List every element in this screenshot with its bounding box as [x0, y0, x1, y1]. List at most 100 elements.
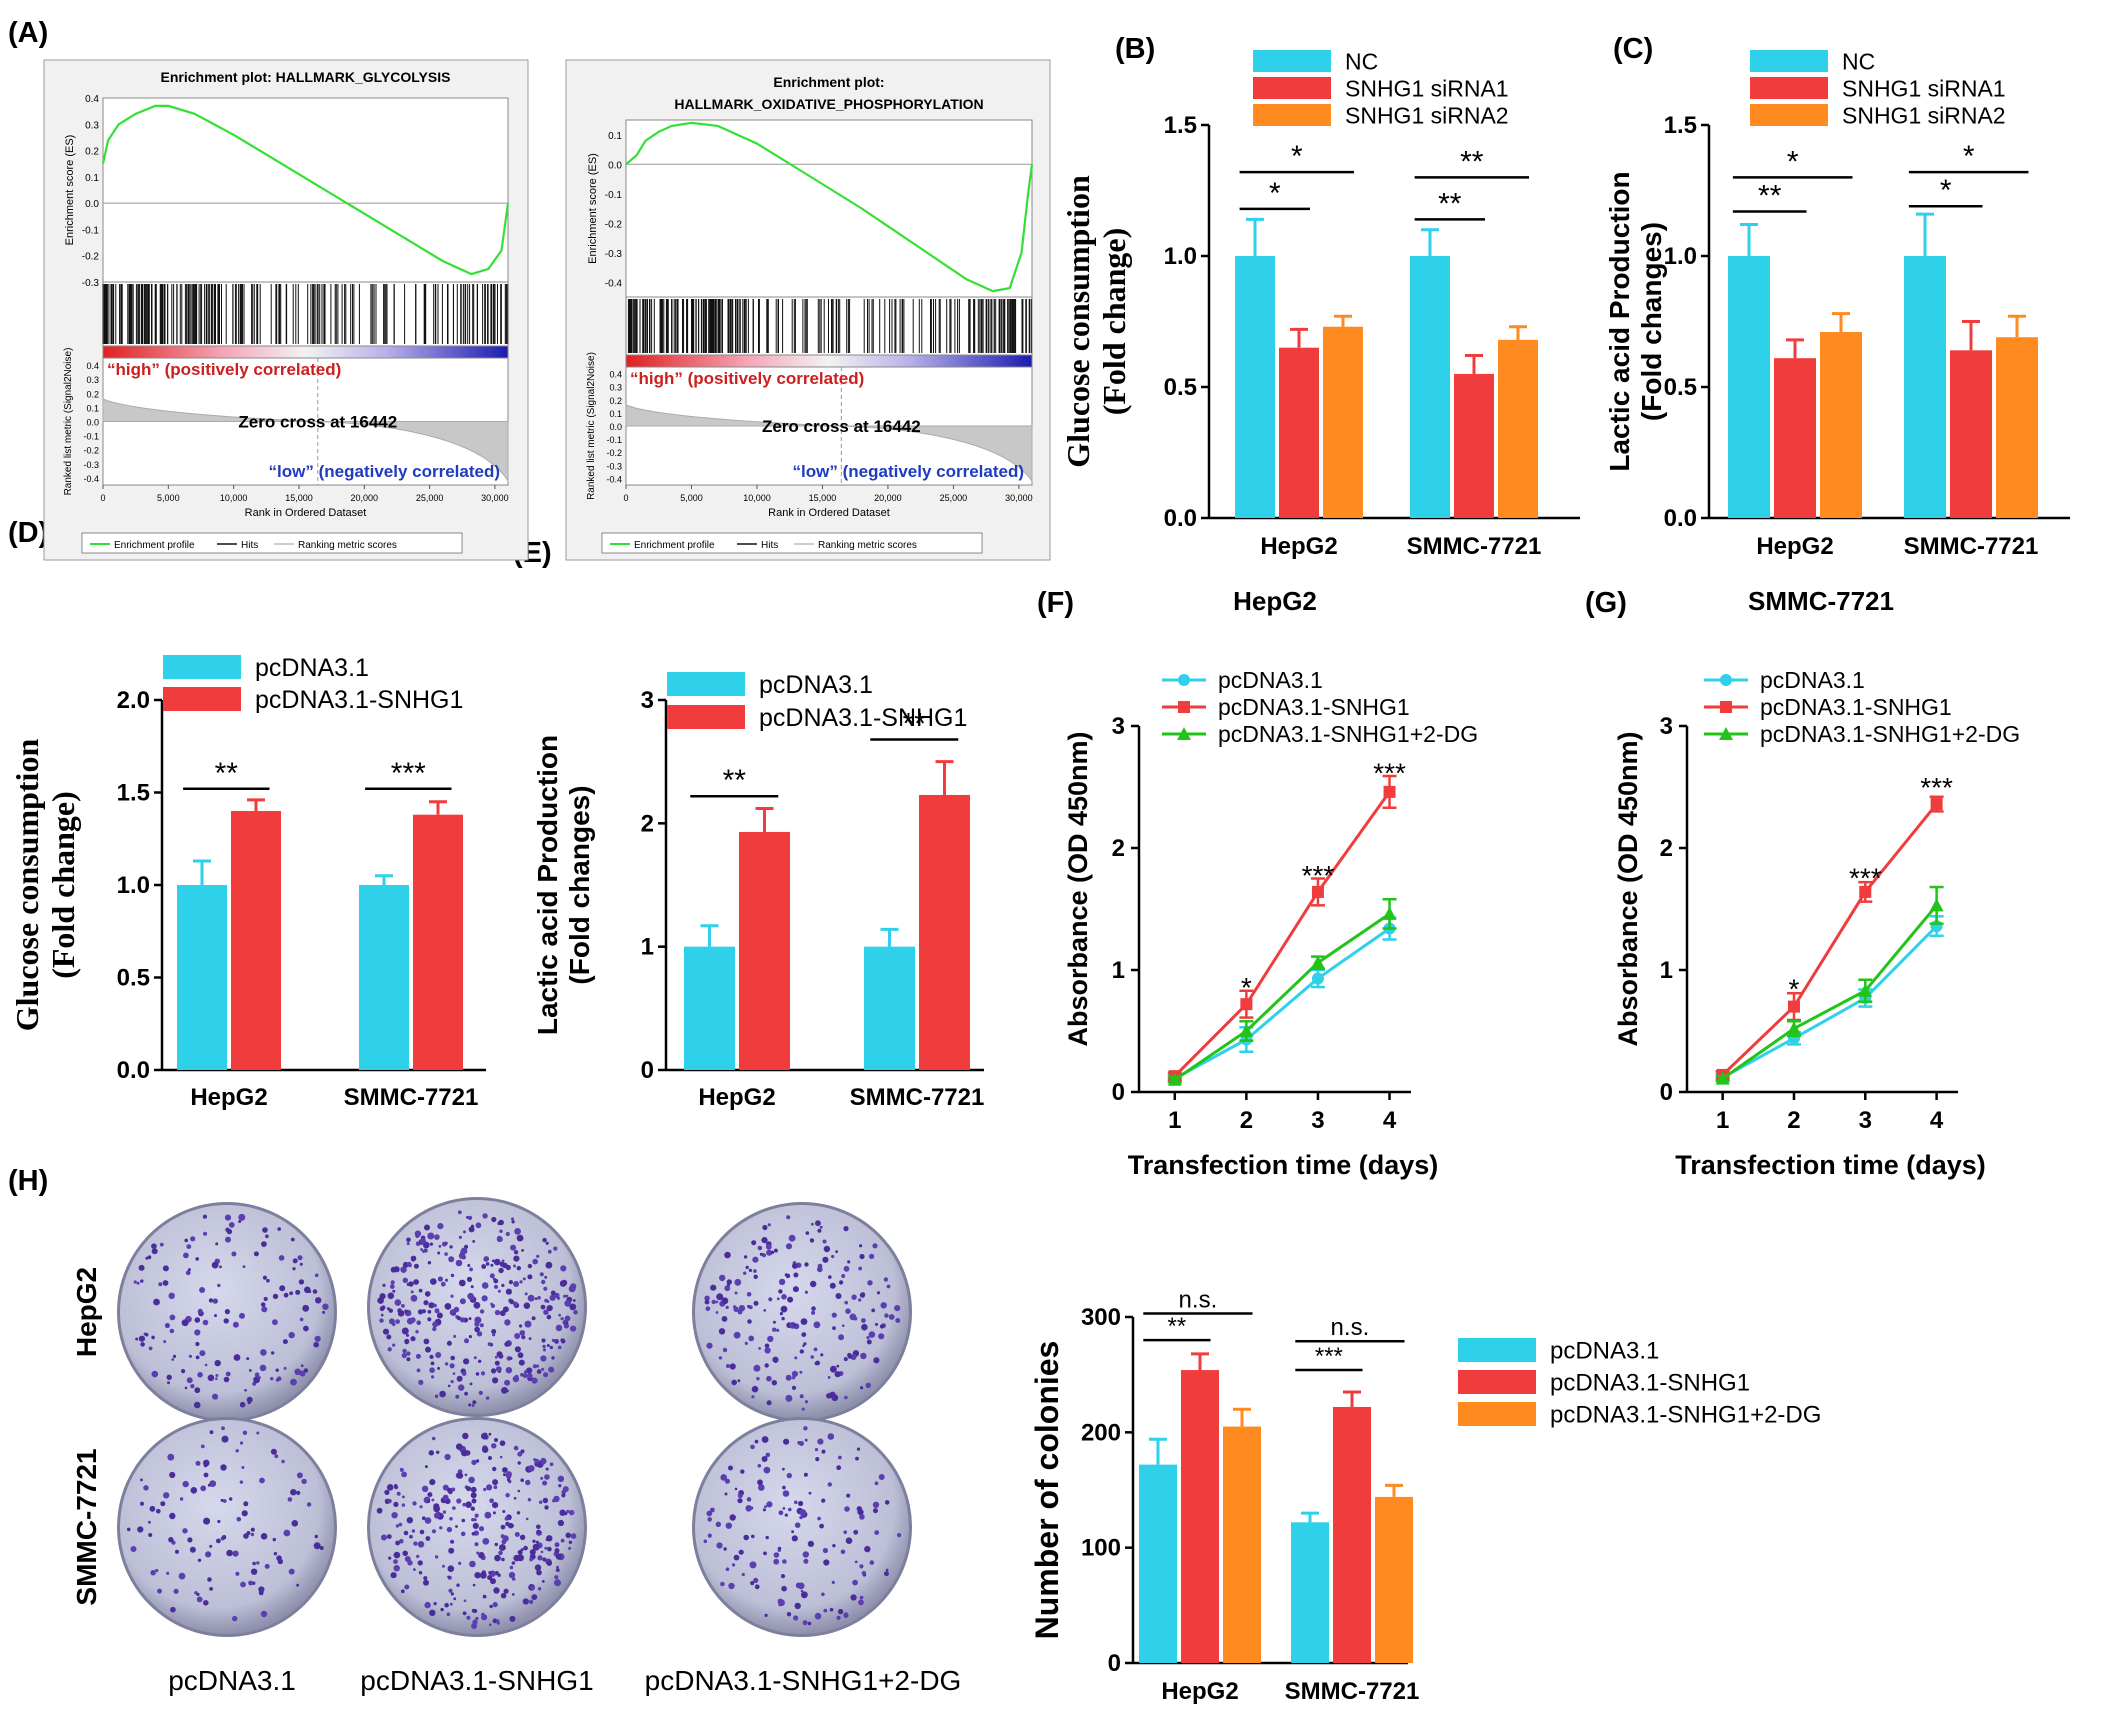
colony	[788, 1234, 796, 1242]
colony	[283, 1529, 291, 1537]
colony	[222, 1499, 227, 1503]
colony	[455, 1259, 463, 1267]
colony	[483, 1487, 487, 1492]
colony	[475, 1616, 479, 1621]
gsea-legend-profile: Enrichment profile	[114, 540, 195, 551]
colony	[761, 1436, 769, 1443]
colony	[497, 1573, 501, 1577]
colony	[449, 1245, 453, 1249]
colony	[253, 1251, 259, 1257]
colony	[215, 1242, 219, 1246]
x-category-label: HepG2	[1756, 533, 1833, 560]
colony	[794, 1602, 801, 1610]
bar	[1323, 326, 1363, 518]
colony	[464, 1338, 469, 1344]
colony	[178, 1572, 186, 1580]
colony	[704, 1299, 710, 1305]
colony	[748, 1335, 755, 1342]
colony	[464, 1391, 468, 1396]
colony	[395, 1524, 400, 1528]
colony	[260, 1533, 268, 1540]
colony	[715, 1521, 721, 1528]
colony	[197, 1558, 202, 1563]
gsea-es-tick: 0.1	[85, 173, 99, 184]
colony	[413, 1541, 418, 1546]
chart-c-lactate-knockdown: 0.0 0.5 1.0 1.5 Lactic acid Production (Fold …	[1604, 48, 2070, 560]
colony	[427, 1232, 435, 1240]
colony	[453, 1334, 457, 1338]
colony	[835, 1250, 838, 1254]
colony	[838, 1455, 842, 1460]
colony	[472, 1240, 476, 1243]
colony	[569, 1509, 575, 1516]
colony	[379, 1318, 384, 1323]
colony	[726, 1282, 731, 1287]
colony	[766, 1501, 773, 1508]
line-chart-title: HepG2	[1233, 586, 1317, 616]
colony	[190, 1487, 198, 1494]
colony	[440, 1281, 446, 1287]
colony	[748, 1305, 753, 1310]
colony	[314, 1335, 321, 1342]
bar	[1291, 1522, 1329, 1663]
colony	[173, 1588, 179, 1594]
colony	[779, 1312, 784, 1316]
colony	[801, 1407, 805, 1411]
colony	[292, 1267, 296, 1271]
colony	[314, 1534, 318, 1539]
gsea-zero-cross-label: Zero cross at 16442	[762, 417, 921, 436]
data-point	[1239, 1024, 1254, 1037]
colony	[496, 1621, 500, 1625]
colony	[207, 1374, 215, 1382]
colony	[492, 1602, 498, 1608]
colony	[292, 1258, 298, 1264]
gsea-es-tick: 0.3	[85, 120, 99, 131]
colony	[155, 1568, 159, 1573]
colony	[522, 1598, 529, 1605]
colony	[437, 1366, 441, 1370]
colony	[433, 1503, 440, 1510]
plate-surface	[695, 1205, 909, 1419]
colony	[437, 1223, 444, 1230]
legend-marker	[1178, 674, 1190, 686]
colony	[489, 1604, 493, 1609]
colony	[298, 1279, 305, 1285]
colony	[459, 1298, 466, 1305]
colony	[413, 1279, 419, 1285]
colony	[169, 1471, 176, 1479]
colony	[564, 1315, 571, 1322]
gsea-es-tick: -0.3	[82, 278, 100, 289]
colony	[474, 1326, 480, 1333]
colony	[486, 1484, 493, 1491]
colony	[504, 1341, 510, 1347]
colony	[757, 1245, 763, 1251]
legend-label: SNHG1 siRNA1	[1345, 75, 1509, 101]
colony	[503, 1473, 506, 1477]
colony	[432, 1326, 437, 1332]
chart-b-glucose-knockdown: 0.0 0.5 1.0 1.5 Glucose consumption (Fold cha…	[1060, 48, 1580, 560]
colony	[467, 1264, 471, 1267]
colony	[754, 1584, 760, 1590]
colony	[810, 1280, 817, 1288]
colony	[270, 1448, 277, 1455]
colony	[404, 1584, 410, 1590]
data-point	[1787, 1000, 1800, 1013]
colony	[424, 1517, 432, 1524]
colony	[531, 1377, 538, 1384]
colony	[418, 1379, 424, 1385]
colony	[478, 1552, 485, 1559]
colony	[402, 1550, 409, 1557]
gsea-metric-tick: 0.2	[609, 396, 622, 406]
colony	[425, 1346, 431, 1353]
colony	[475, 1372, 480, 1376]
colony	[491, 1443, 497, 1449]
colony	[843, 1226, 849, 1232]
colony	[410, 1336, 416, 1342]
colony	[416, 1368, 421, 1373]
colony	[244, 1389, 247, 1392]
colony	[459, 1317, 465, 1323]
colony	[406, 1333, 409, 1337]
colony	[169, 1314, 176, 1321]
colony	[464, 1450, 471, 1456]
colony	[513, 1301, 518, 1307]
